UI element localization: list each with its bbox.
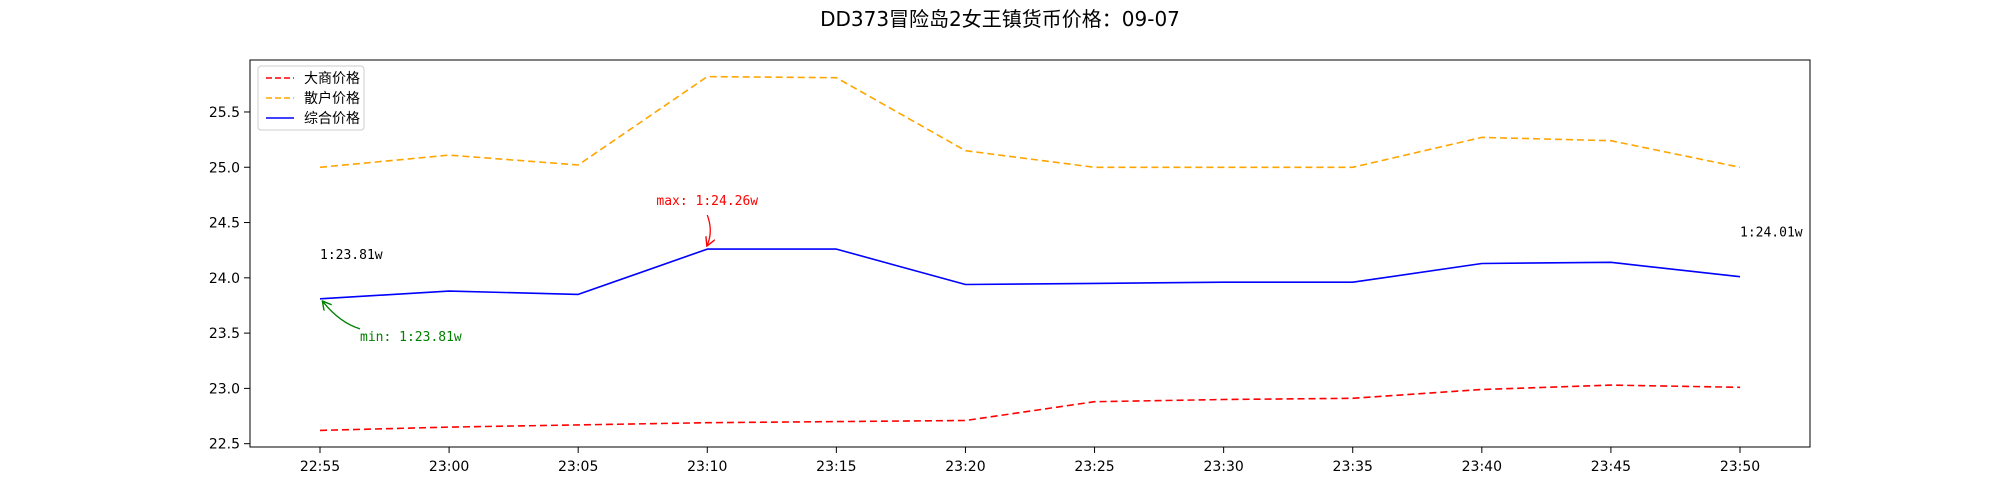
y-tick-label: 24.0: [209, 271, 240, 287]
legend: 大商价格 散户价格 综合价格: [257, 65, 365, 131]
x-tick-label: 23:25: [1074, 459, 1114, 475]
x-tick-label: 23:05: [558, 459, 598, 475]
y-tick-label: 25.5: [209, 105, 240, 121]
x-tick-label: 23:00: [429, 459, 469, 475]
x-tick-label: 23:30: [1203, 459, 1243, 475]
y-tick-label: 25.0: [209, 160, 240, 176]
legend-label-retail: 散户价格: [304, 90, 360, 107]
x-tick-label: 23:45: [1591, 459, 1631, 475]
x-axis: 22:55 23:00 23:05 23:10 23:15 23:20 23:25 23:30…: [300, 447, 1760, 475]
annotation-layer: max: 1:24.26w min: 1:23.81w 1:23.81w 1:24.0…: [320, 194, 1803, 345]
first-value-label: 1:23.81w: [320, 248, 383, 263]
min-annotation-label: min: 1:23.81w: [360, 330, 462, 345]
legend-label-combined: 综合价格: [304, 111, 360, 127]
y-axis: 22.5 23.0 23.5 24.0 24.5 25.0 25.5: [209, 105, 250, 453]
x-tick-label: 23:20: [945, 459, 985, 475]
x-tick-label: 23:10: [687, 459, 727, 475]
y-tick-label: 23.5: [209, 326, 240, 342]
x-tick-label: 23:15: [816, 459, 856, 475]
last-value-label: 1:24.01w: [1740, 226, 1803, 241]
max-annotation-label: max: 1:24.26w: [656, 194, 758, 209]
y-tick-label: 23.0: [209, 381, 240, 397]
y-tick-label: 24.5: [209, 216, 240, 232]
combined-price-line: [319, 248, 1741, 300]
retail-price-line: [319, 75, 1741, 169]
min-annotation-arrow: [323, 302, 361, 330]
y-tick-label: 22.5: [209, 437, 240, 453]
legend-label-large-merchant: 大商价格: [304, 71, 360, 87]
plot-area-frame: [249, 59, 1811, 448]
x-tick-label: 22:55: [300, 459, 340, 475]
max-annotation-arrow: [707, 214, 710, 245]
chart-title: DD373冒险岛2女王镇货币价格：09-07: [820, 7, 1180, 31]
x-tick-label: 23:50: [1720, 459, 1760, 475]
x-tick-label: 23:35: [1333, 459, 1373, 475]
legend-box: [257, 65, 365, 131]
series-layer: [319, 75, 1741, 432]
large-merchant-price-line: [319, 384, 1741, 432]
x-tick-label: 23:40: [1462, 459, 1502, 475]
